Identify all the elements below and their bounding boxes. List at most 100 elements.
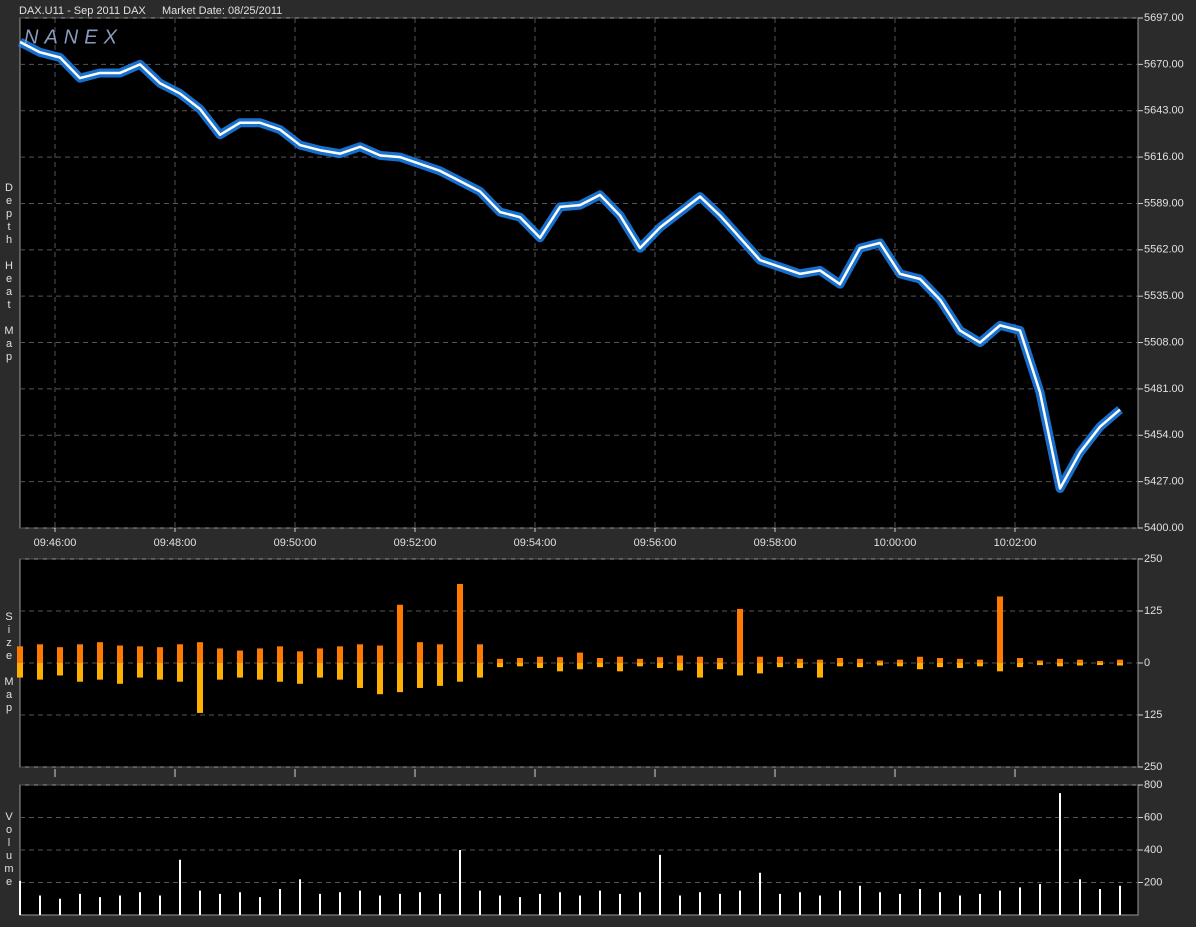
bar: [997, 596, 1003, 663]
bar: [999, 890, 1001, 915]
bar: [17, 646, 23, 663]
bar: [497, 658, 503, 663]
bar: [437, 663, 443, 686]
bar: [417, 642, 423, 663]
bar: [177, 663, 183, 682]
y-tick-label: 5427.00: [1144, 476, 1184, 488]
bar: [1097, 660, 1103, 663]
bar: [617, 656, 623, 663]
y-tick-label: 200: [1144, 876, 1162, 888]
bar: [579, 895, 581, 915]
bar: [157, 647, 163, 663]
bar: [1037, 663, 1043, 666]
bar: [937, 663, 943, 668]
bar: [279, 889, 281, 915]
y-tick-label: 5400.00: [1144, 522, 1184, 534]
bar: [777, 656, 783, 663]
bar: [817, 659, 823, 663]
x-tick-label: 09:58:00: [754, 537, 797, 549]
bar: [1019, 887, 1021, 915]
bar: [259, 897, 261, 915]
bar: [877, 660, 883, 663]
bar: [537, 656, 543, 663]
bar: [297, 663, 303, 684]
bar: [439, 893, 441, 915]
bar: [617, 663, 623, 672]
bar: [717, 658, 723, 663]
bar: [397, 604, 403, 663]
bar: [719, 893, 721, 915]
bar: [737, 608, 743, 663]
bar: [539, 893, 541, 915]
bar: [1057, 658, 1063, 663]
bar: [99, 897, 101, 915]
y-tick-label: 5535.00: [1144, 290, 1184, 302]
bar: [717, 663, 723, 670]
bar: [857, 658, 863, 663]
bar: [197, 642, 203, 663]
bar: [757, 663, 763, 674]
bar: [299, 879, 301, 915]
bar: [977, 659, 983, 663]
bar: [377, 663, 383, 695]
bar: [37, 663, 43, 680]
bar: [237, 650, 243, 663]
bar: [19, 880, 21, 915]
y-tick-label: 5589.00: [1144, 197, 1184, 209]
bar: [677, 663, 683, 671]
bar: [619, 893, 621, 915]
bar: [79, 893, 81, 915]
bar: [159, 895, 161, 915]
price-line: [19, 40, 1121, 490]
x-tick-label: 10:02:00: [994, 537, 1037, 549]
x-tick-label: 10:00:00: [874, 537, 917, 549]
bar: [997, 663, 1003, 672]
plot-area: [19, 17, 1139, 529]
bar: [57, 663, 63, 676]
y-tick-label: 5697.00: [1144, 12, 1184, 24]
bar: [697, 656, 703, 663]
bar: [739, 890, 741, 915]
y-tick-label: 125: [1144, 605, 1162, 617]
bar: [477, 644, 483, 663]
bar: [1059, 793, 1061, 915]
bar: [659, 854, 661, 915]
bar: [319, 893, 321, 915]
bar: [797, 658, 803, 663]
bar: [417, 663, 423, 688]
bar: [77, 644, 83, 663]
bar: [959, 895, 961, 915]
bar: [957, 663, 963, 668]
bar: [277, 663, 283, 682]
bar: [899, 893, 901, 915]
bar: [317, 648, 323, 663]
y-axis-label: Size Map: [3, 611, 15, 715]
bar: [697, 663, 703, 678]
y-tick-label: 5562.00: [1144, 244, 1184, 256]
bar: [577, 663, 583, 670]
bar: [1099, 889, 1101, 915]
bar: [679, 895, 681, 915]
bar: [1077, 659, 1083, 663]
bar: [819, 895, 821, 915]
bar: [917, 656, 923, 663]
bar: [897, 659, 903, 663]
y-tick-label: 600: [1144, 811, 1162, 823]
y-tick-label: 400: [1144, 844, 1162, 856]
bar: [59, 898, 61, 915]
bar: [917, 663, 923, 670]
chart-title: DAX.U11 - Sep 2011 DAX: [19, 5, 146, 17]
bar: [1119, 885, 1121, 915]
bar: [1057, 663, 1063, 667]
bar: [639, 892, 641, 915]
bar: [179, 859, 181, 915]
bar: [397, 663, 403, 693]
bar: [119, 895, 121, 915]
y-tick-label: 250: [1144, 761, 1162, 773]
x-tick-label: 09:50:00: [274, 537, 317, 549]
bar: [859, 885, 861, 915]
y-tick-label: 5508.00: [1144, 336, 1184, 348]
y-tick-label: 5454.00: [1144, 429, 1184, 441]
